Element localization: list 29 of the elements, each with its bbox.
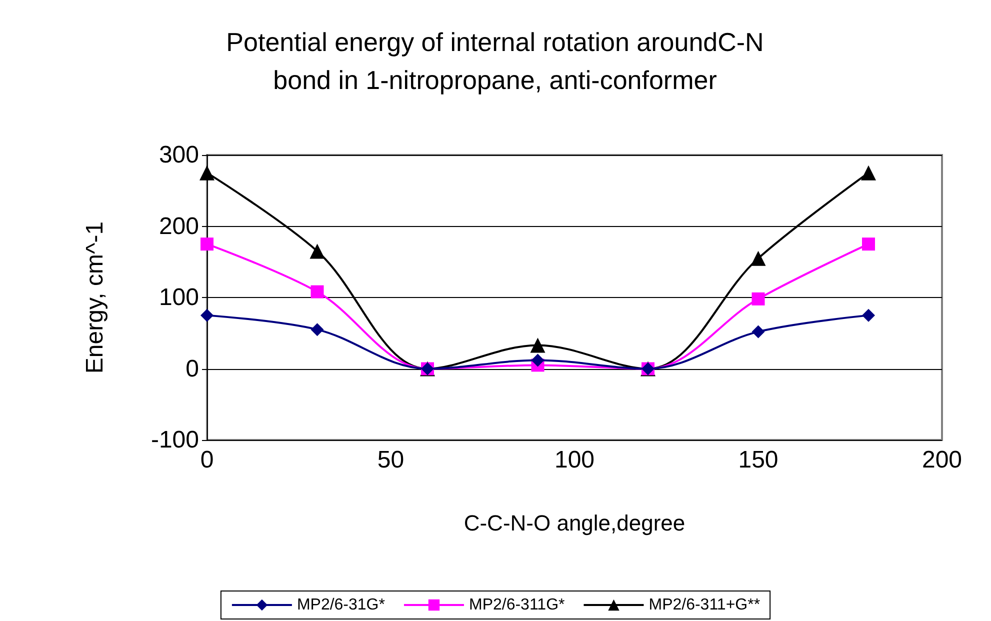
point: [750, 250, 766, 266]
x-tick-label: 150: [738, 446, 778, 474]
chart-title: Potential energy of internal rotation aroundC-N bond in 1-nitropropane, anti-conformer: [226, 27, 764, 95]
point: [861, 165, 876, 180]
legend-label: MP2/6-311G*: [468, 596, 565, 614]
point: [752, 292, 765, 306]
point: [310, 323, 324, 336]
point: [862, 238, 875, 251]
y-axis-title: Energy, cm^-1: [82, 221, 108, 374]
point: [200, 238, 214, 251]
point: [862, 308, 875, 322]
x-axis-title: C-C-N-O angle,degree: [464, 510, 686, 536]
y-tick-label: 100: [158, 284, 199, 311]
point: [310, 285, 324, 298]
y-tick-label: -100: [150, 426, 199, 454]
x-tick-label: 200: [922, 446, 962, 474]
point: [200, 308, 214, 322]
y-tick-label: 300: [158, 142, 199, 168]
x-tick-label: 50: [377, 446, 404, 474]
point: [530, 338, 546, 353]
y-tick-label: 0: [186, 355, 199, 382]
point: [200, 165, 214, 180]
y-tick-label: 200: [158, 212, 199, 240]
point: [531, 354, 544, 367]
x-tick-label: 100: [554, 446, 595, 474]
legend-label: MP2/6-31G*: [296, 596, 385, 614]
point: [310, 244, 325, 259]
legend-label: MP2/6-311+G**: [648, 596, 760, 614]
point: [752, 325, 765, 338]
